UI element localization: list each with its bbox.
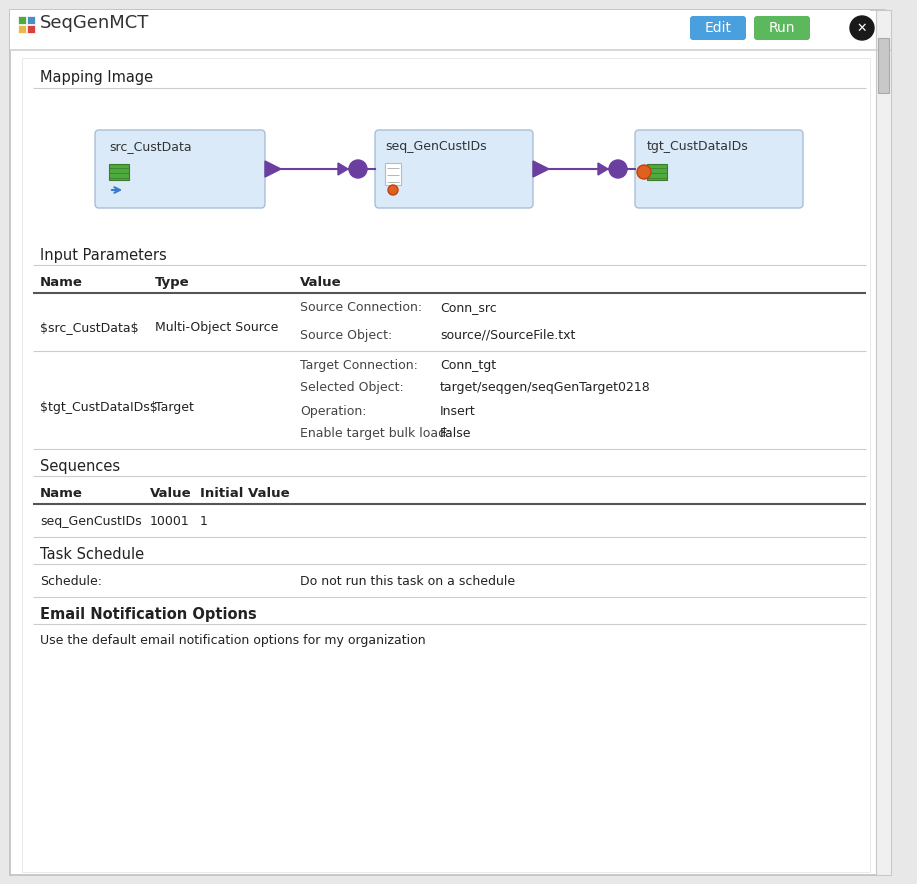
Text: 10001: 10001 [150, 515, 190, 528]
Text: seq_GenCustIDs: seq_GenCustIDs [40, 515, 141, 528]
FancyBboxPatch shape [95, 130, 265, 208]
FancyBboxPatch shape [635, 130, 803, 208]
Text: Operation:: Operation: [300, 405, 367, 418]
Text: Schedule:: Schedule: [40, 575, 102, 588]
Text: False: False [440, 427, 471, 440]
Circle shape [850, 16, 874, 40]
Bar [385, 163, 401, 185]
Text: Edit: Edit [704, 21, 732, 35]
FancyBboxPatch shape [690, 16, 746, 40]
Bar [27, 16, 35, 24]
Text: tgt_CustDataIDs: tgt_CustDataIDs [647, 140, 749, 153]
Text: Insert: Insert [440, 405, 476, 418]
Text: Value: Value [150, 487, 192, 500]
Text: Use the default email notification options for my organization: Use the default email notification optio… [40, 634, 425, 647]
Circle shape [388, 185, 398, 195]
FancyBboxPatch shape [754, 16, 810, 40]
Text: \$tgt_CustDataIDs\$: \$tgt_CustDataIDs\$ [40, 401, 158, 414]
Text: Input Parameters: Input Parameters [40, 248, 167, 263]
Bar [109, 164, 129, 180]
Text: Target: Target [155, 401, 193, 414]
Text: Run: Run [768, 21, 795, 35]
Bar [18, 25, 26, 33]
Text: Conn_tgt: Conn_tgt [440, 359, 496, 372]
Text: Sequences: Sequences [40, 459, 120, 474]
Text: target/seqgen/seqGenTarget0218: target/seqgen/seqGenTarget0218 [440, 381, 651, 394]
Text: Mapping Image: Mapping Image [40, 70, 153, 85]
Text: Selected Object:: Selected Object: [300, 381, 403, 394]
Bar [878, 38, 889, 93]
Bar [10, 10, 870, 50]
Polygon shape [598, 163, 608, 175]
FancyBboxPatch shape [375, 130, 533, 208]
Text: Value: Value [300, 276, 342, 289]
Text: SeqGenMCT: SeqGenMCT [40, 14, 149, 32]
Polygon shape [533, 161, 549, 177]
Circle shape [637, 165, 651, 179]
Text: 1: 1 [200, 515, 208, 528]
Bar [27, 25, 35, 33]
Text: Email Notification Options: Email Notification Options [40, 607, 257, 622]
Text: Do not run this task on a schedule: Do not run this task on a schedule [300, 575, 515, 588]
Text: Multi-Object Source: Multi-Object Source [155, 321, 279, 334]
Text: Source Object:: Source Object: [300, 329, 392, 342]
Text: \$src_CustData\$: \$src_CustData\$ [40, 321, 138, 334]
Text: Source Connection:: Source Connection: [300, 301, 422, 314]
Text: src_CustData: src_CustData [109, 140, 192, 153]
Bar [876, 10, 891, 875]
Text: source//SourceFile.txt: source//SourceFile.txt [440, 329, 575, 342]
Text: seq_GenCustIDs: seq_GenCustIDs [385, 140, 487, 153]
Text: Enable target bulk load:: Enable target bulk load: [300, 427, 450, 440]
Circle shape [349, 160, 367, 178]
Polygon shape [265, 161, 281, 177]
Bar [647, 164, 667, 180]
Polygon shape [338, 163, 348, 175]
Text: Conn_src: Conn_src [440, 301, 497, 314]
Text: Initial Value: Initial Value [200, 487, 290, 500]
Text: ✕: ✕ [856, 21, 867, 34]
Text: Type: Type [155, 276, 190, 289]
Bar [18, 16, 26, 24]
Text: Name: Name [40, 276, 83, 289]
Circle shape [609, 160, 627, 178]
Text: Task Schedule: Task Schedule [40, 547, 144, 562]
Text: Name: Name [40, 487, 83, 500]
Text: Target Connection:: Target Connection: [300, 359, 418, 372]
